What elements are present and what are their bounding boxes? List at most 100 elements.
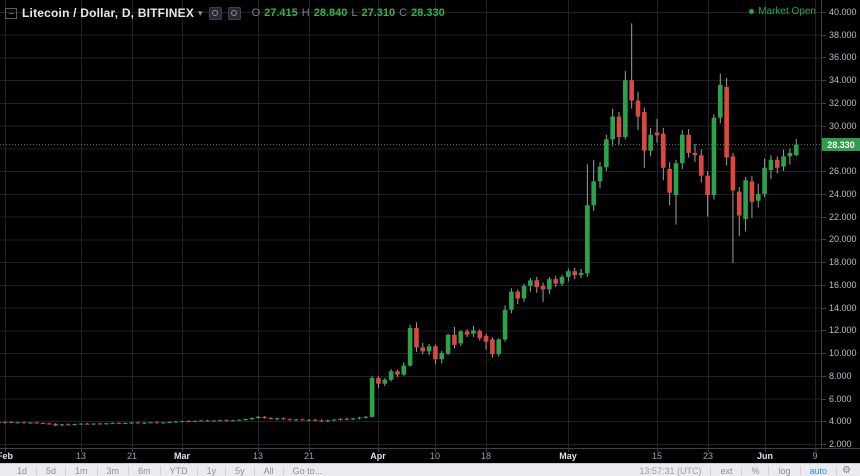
price-tick-label: 26.000 <box>829 166 857 177</box>
candle-body <box>154 422 160 424</box>
candlestick-chart-canvas[interactable] <box>0 0 822 448</box>
settings-gear-icon[interactable]: ⚙ <box>842 464 851 476</box>
toolbar-separator <box>96 466 98 475</box>
time-tick: Apr <box>370 449 386 461</box>
range-5y-button[interactable]: 5y <box>235 465 245 476</box>
candle-body <box>59 424 65 426</box>
time-tick-mark <box>434 449 436 452</box>
candle-body <box>0 422 1 424</box>
candle-body <box>66 424 71 426</box>
candle-body <box>787 152 793 157</box>
time-tick-label: 13 <box>252 451 264 461</box>
candle-body <box>439 353 445 360</box>
price-axis[interactable]: 40.00038.00036.00034.00032.00030.00028.0… <box>821 0 860 449</box>
time-tick-mark <box>764 449 766 452</box>
candle-body <box>395 371 400 375</box>
log-button[interactable]: log <box>778 465 791 476</box>
toolbar-separator <box>253 466 255 475</box>
candle-body <box>680 134 685 164</box>
price-tick-mark <box>822 125 826 127</box>
candle-body <box>692 152 698 156</box>
price-tick-label: 8.000 <box>829 370 852 381</box>
range-6m-button[interactable]: 6m <box>138 465 151 476</box>
toolbar-separator <box>836 466 838 475</box>
price-tick-mark <box>822 239 826 241</box>
candle-body <box>167 421 172 423</box>
toolbar-separator <box>196 466 198 475</box>
price-tick-label: 10.000 <box>829 348 857 359</box>
price-tick: 32.000 <box>822 98 860 108</box>
candle-body <box>15 422 20 424</box>
candle-body <box>274 418 280 420</box>
time-tick: 18 <box>481 449 491 461</box>
price-tick-mark <box>822 330 826 332</box>
price-tick-mark <box>822 102 826 104</box>
price-tick-label: 6.000 <box>829 393 852 404</box>
percent-button[interactable]: % <box>751 465 760 476</box>
candle-body <box>686 134 691 153</box>
ohlc-readout: O 27.415 H 28.840 L 27.310 C 28.330 <box>252 7 445 19</box>
ext-button[interactable]: ext <box>720 465 733 476</box>
candle-body <box>458 331 464 344</box>
clock-label: 13:57:31 (UTC) <box>639 465 702 476</box>
time-tick-label: 21 <box>303 451 315 461</box>
symbol-title[interactable]: Litecoin / Dollar, D, BITFINEX <box>22 6 195 20</box>
candle-body <box>205 420 210 422</box>
price-tick-mark <box>822 353 826 355</box>
chevron-down-icon[interactable]: ▾ <box>198 7 203 18</box>
gear-icon[interactable] <box>227 6 241 20</box>
range-1m-button[interactable]: 1m <box>75 465 88 476</box>
candle-body <box>2 421 8 423</box>
price-tick-mark <box>822 443 826 445</box>
toolbar-separator <box>799 466 801 475</box>
range-5d-button[interactable]: 5d <box>46 465 57 476</box>
price-tick-mark <box>822 171 826 173</box>
time-tick: Mar <box>174 449 190 461</box>
candle-body <box>186 421 191 423</box>
time-tick-label: 23 <box>702 451 714 461</box>
toolbar-separator <box>768 466 770 475</box>
goto-button[interactable]: Go to... <box>292 465 323 476</box>
price-tick-label: 34.000 <box>829 75 857 86</box>
time-axis[interactable]: Feb 13 21 Mar 13 21 Apr 10 18 May 15 23 Jun 9 <box>0 448 860 463</box>
price-tick-mark <box>822 375 826 377</box>
candle-body <box>34 422 39 424</box>
time-tick-label: 13 <box>75 451 87 461</box>
time-tick-label: 15 <box>651 451 663 461</box>
range-ytd-button[interactable]: YTD <box>169 465 188 476</box>
candle-body <box>78 423 84 425</box>
price-tick: 8.000 <box>822 371 860 381</box>
candle-body <box>623 80 628 138</box>
range-all-button[interactable]: All <box>263 465 274 476</box>
candle-body <box>711 117 717 196</box>
candle-body <box>148 422 153 424</box>
candle-body <box>736 191 742 216</box>
candle-body <box>661 133 666 168</box>
time-tick-label: Jun <box>756 451 774 461</box>
last-price-tag: 28.330 <box>822 138 860 152</box>
candle-body <box>350 418 356 420</box>
collapse-legend-icon[interactable] <box>5 7 17 19</box>
price-tick-label: 4.000 <box>829 416 852 427</box>
candle-body <box>72 424 77 426</box>
candle-body <box>262 416 267 419</box>
candle-body <box>300 419 305 421</box>
time-tick: Feb <box>0 449 13 461</box>
close-value: 28.330 <box>411 7 445 19</box>
price-tick-label: 20.000 <box>829 234 857 245</box>
candle-body <box>91 423 96 425</box>
range-3m-button[interactable]: 3m <box>106 465 120 476</box>
price-tick-label: 32.000 <box>829 97 857 108</box>
eye-icon[interactable] <box>208 6 222 20</box>
candle-body <box>591 181 596 206</box>
candle-body <box>141 422 147 424</box>
candle-body <box>483 335 489 342</box>
price-tick-label: 24.000 <box>829 188 857 199</box>
toolbar-separator <box>225 466 227 475</box>
price-tick: 12.000 <box>822 325 860 335</box>
auto-button[interactable]: auto <box>809 465 828 476</box>
range-1d-button[interactable]: 1d <box>17 465 28 476</box>
candle-body <box>464 331 470 335</box>
price-tick-mark <box>822 421 826 423</box>
range-1y-button[interactable]: 1y <box>206 465 217 476</box>
